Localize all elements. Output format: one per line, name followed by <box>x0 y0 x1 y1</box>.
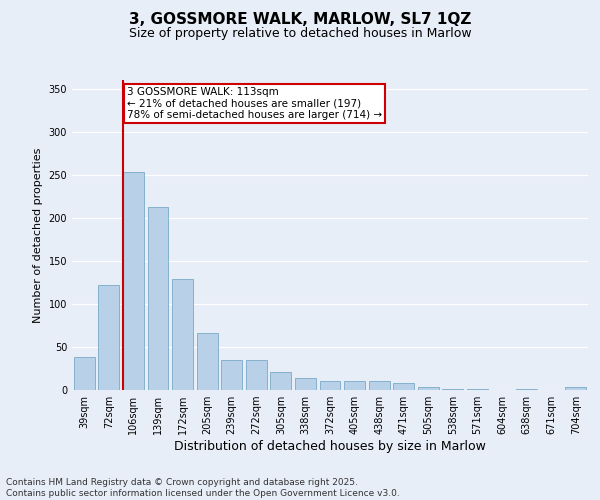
Bar <box>418 386 439 390</box>
Bar <box>74 358 95 390</box>
Bar <box>368 382 389 390</box>
Bar <box>295 378 316 390</box>
Bar <box>320 382 340 390</box>
Bar <box>221 360 242 390</box>
Bar <box>516 389 537 390</box>
Bar <box>393 383 414 390</box>
Bar <box>197 333 218 390</box>
Bar <box>344 382 365 390</box>
Bar <box>98 285 119 390</box>
Bar <box>467 389 488 390</box>
Bar <box>172 279 193 390</box>
Text: 3, GOSSMORE WALK, MARLOW, SL7 1QZ: 3, GOSSMORE WALK, MARLOW, SL7 1QZ <box>129 12 471 28</box>
X-axis label: Distribution of detached houses by size in Marlow: Distribution of detached houses by size … <box>174 440 486 453</box>
Bar <box>246 360 267 390</box>
Text: Size of property relative to detached houses in Marlow: Size of property relative to detached ho… <box>128 28 472 40</box>
Y-axis label: Number of detached properties: Number of detached properties <box>33 148 43 322</box>
Text: Contains HM Land Registry data © Crown copyright and database right 2025.
Contai: Contains HM Land Registry data © Crown c… <box>6 478 400 498</box>
Bar <box>271 372 292 390</box>
Bar <box>565 386 586 390</box>
Text: 3 GOSSMORE WALK: 113sqm
← 21% of detached houses are smaller (197)
78% of semi-d: 3 GOSSMORE WALK: 113sqm ← 21% of detache… <box>127 87 382 120</box>
Bar <box>148 206 169 390</box>
Bar <box>123 172 144 390</box>
Bar <box>442 389 463 390</box>
